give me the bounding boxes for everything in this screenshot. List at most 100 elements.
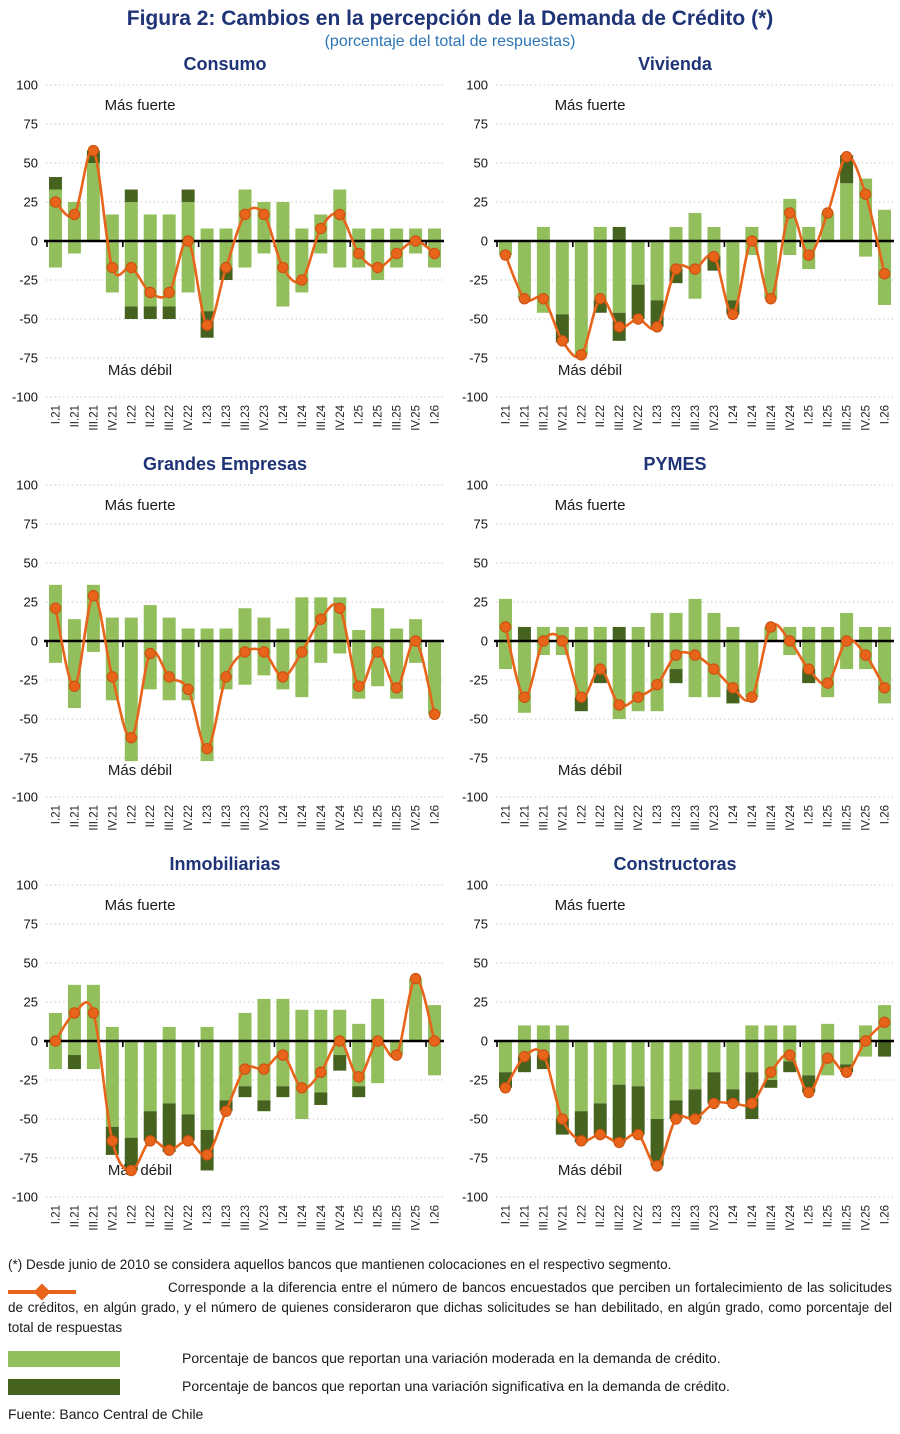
x-axis-label: IV.23 <box>259 805 271 831</box>
net-line-marker <box>220 671 232 684</box>
x-axis-label: I.23 <box>202 405 214 424</box>
x-axis-label: IV.24 <box>785 1205 797 1231</box>
y-axis-label: -75 <box>19 351 38 366</box>
net-line-marker <box>499 249 512 262</box>
bar-significant-neg <box>143 1111 157 1142</box>
x-axis-label: II.25 <box>373 1205 385 1227</box>
bar-moderate-neg <box>631 1041 645 1087</box>
x-axis-label: III.21 <box>88 1205 100 1231</box>
x-axis-label: III.24 <box>316 1205 328 1231</box>
net-line-marker <box>201 319 213 332</box>
chart-plot-inmobiliarias: 100 75 50 25 0 -25 -50 -75 -100 Más fuerte Más déb… <box>0 877 450 1251</box>
net-line-marker <box>859 649 872 662</box>
bar-moderate-pos <box>371 608 385 642</box>
net-line-marker <box>277 1049 289 1062</box>
y-axis-label: -50 <box>19 712 38 727</box>
bar-significant-neg <box>238 1086 252 1098</box>
x-axis-label: IV.22 <box>183 405 195 431</box>
net-line-marker <box>163 287 175 299</box>
x-axis-label: IV.21 <box>557 405 569 431</box>
x-axis-label: II.22 <box>595 405 607 427</box>
chart-grandes-empresas: Grandes Empresas 100 75 50 25 0 -25 -50 -75 -100… <box>0 451 450 851</box>
bar-moderate-pos <box>295 597 309 642</box>
bar-moderate-pos <box>409 619 423 642</box>
bar-moderate-pos <box>688 213 702 242</box>
bar-moderate-neg <box>650 241 664 301</box>
bar-moderate-pos <box>821 627 835 642</box>
bar-moderate-neg <box>802 641 816 670</box>
chart-title-pymes: PYMES <box>643 454 707 475</box>
net-line-marker <box>765 1066 777 1079</box>
net-line-marker <box>727 682 739 694</box>
x-axis-label: I.22 <box>126 1205 138 1224</box>
bar-moderate-neg <box>200 241 214 312</box>
bar-significant-neg <box>162 306 176 320</box>
net-line-marker <box>49 1035 62 1048</box>
bar-significant-neg <box>67 1055 81 1070</box>
bar-moderate-neg <box>574 241 588 356</box>
bar-significant-neg <box>352 1086 366 1098</box>
bar-moderate-pos <box>631 627 645 642</box>
bar-moderate-pos <box>669 227 683 242</box>
x-axis-label: II.22 <box>595 1205 607 1227</box>
bar-moderate-pos <box>574 627 588 642</box>
bar-moderate-neg <box>124 241 138 307</box>
x-axis-label: IV.24 <box>335 1205 347 1231</box>
y-axis-label: -25 <box>469 1073 488 1088</box>
x-axis-label: I.22 <box>576 1205 588 1224</box>
legend-significant-label: Porcentaje de bancos que reportan una va… <box>182 1378 730 1395</box>
y-axis-label: 100 <box>16 78 38 93</box>
bar-moderate-pos <box>143 214 157 242</box>
x-axis-label: III.23 <box>240 405 252 431</box>
net-line-marker <box>689 263 701 276</box>
x-axis-label: III.25 <box>842 805 854 831</box>
bar-moderate-pos <box>536 227 550 242</box>
bar-moderate-pos <box>371 999 385 1042</box>
y-axis-label: -75 <box>469 751 488 766</box>
bar-moderate-pos <box>86 163 100 242</box>
x-axis-label: III.23 <box>240 1205 252 1231</box>
net-line-marker <box>334 1035 346 1048</box>
net-line-marker <box>258 209 270 221</box>
bar-moderate-pos <box>181 202 195 242</box>
x-axis-label: I.26 <box>430 805 442 824</box>
bar-moderate-neg <box>143 1041 157 1112</box>
bar-significant-neg <box>707 1072 721 1104</box>
x-axis-label: I.25 <box>804 805 816 824</box>
lower-label: Más débil <box>558 763 622 780</box>
chart-title-consumo: Consumo <box>183 54 267 75</box>
x-axis-label: III.25 <box>842 405 854 431</box>
chart-title-vivienda: Vivienda <box>638 54 712 75</box>
x-axis-label: II.25 <box>373 405 385 427</box>
chart-canvas: 100 75 50 25 0 -25 -50 -75 -100 Más fuerte Más déb… <box>12 878 444 1231</box>
net-line-marker <box>125 1165 137 1177</box>
net-line-marker <box>537 293 550 305</box>
bar-moderate-pos <box>181 628 195 642</box>
y-axis-label: 25 <box>474 995 488 1010</box>
net-line-marker <box>727 309 739 321</box>
net-line-marker <box>106 1135 119 1147</box>
bar-significant-neg <box>574 1111 588 1143</box>
y-axis-label: 50 <box>474 156 488 171</box>
y-axis-label: 0 <box>31 234 38 249</box>
bar-moderate-neg <box>333 641 347 654</box>
net-line-marker <box>68 209 81 221</box>
net-line-marker <box>163 1144 175 1157</box>
net-line-marker <box>296 1082 308 1094</box>
net-line-marker <box>125 262 137 274</box>
bar-legend: Porcentaje de bancos que reportan una va… <box>8 1348 892 1397</box>
bar-significant-neg <box>612 1085 626 1143</box>
net-line-marker <box>518 1051 531 1063</box>
x-axis-label: IV.21 <box>557 1205 569 1231</box>
bar-moderate-pos <box>238 608 252 642</box>
x-axis-label: II.25 <box>373 805 385 827</box>
x-axis-label: IV.22 <box>633 405 645 431</box>
x-axis-label: I.23 <box>202 805 214 824</box>
bar-moderate-pos <box>371 228 385 242</box>
y-axis-label: 25 <box>24 195 38 210</box>
bar-significant-neg <box>162 1103 176 1153</box>
net-line-marker <box>68 1007 81 1020</box>
bar-moderate-neg <box>428 1041 442 1076</box>
x-axis-label: III.22 <box>614 1205 626 1231</box>
bar-moderate-pos <box>314 1010 328 1042</box>
